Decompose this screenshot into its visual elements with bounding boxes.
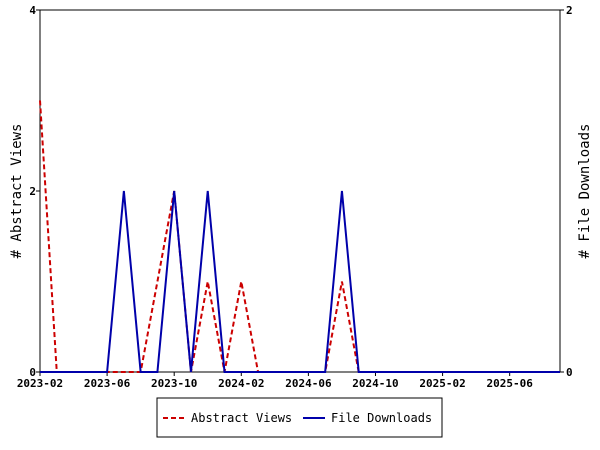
y2-axis-title: # File Downloads [577, 124, 593, 259]
x-tick-label: 2024-10 [352, 377, 398, 390]
x-tick-label: 2023-10 [151, 377, 197, 390]
y-tick-label: 0 [29, 366, 36, 379]
y-axis-title: # Abstract Views [9, 124, 25, 259]
x-tick-label: 2024-02 [218, 377, 264, 390]
x-tick-label: 2025-02 [419, 377, 465, 390]
y2-tick-label: 0 [566, 366, 573, 379]
x-tick-label: 2025-06 [486, 377, 533, 390]
y-tick-label: 4 [29, 4, 36, 17]
legend-box [156, 397, 443, 438]
y2-tick-label: 2 [566, 4, 573, 17]
y-tick-label: 2 [29, 185, 36, 198]
series-line [39, 100, 560, 373]
x-tick-label: 2023-02 [17, 377, 63, 390]
series-line [40, 190, 560, 373]
x-tick-label: 2023-06 [84, 377, 131, 390]
legend-label: Abstract Views [191, 411, 292, 425]
legend-label: File Downloads [331, 411, 432, 425]
x-tick-label: 2024-06 [285, 377, 332, 390]
plot-frame [39, 9, 561, 373]
